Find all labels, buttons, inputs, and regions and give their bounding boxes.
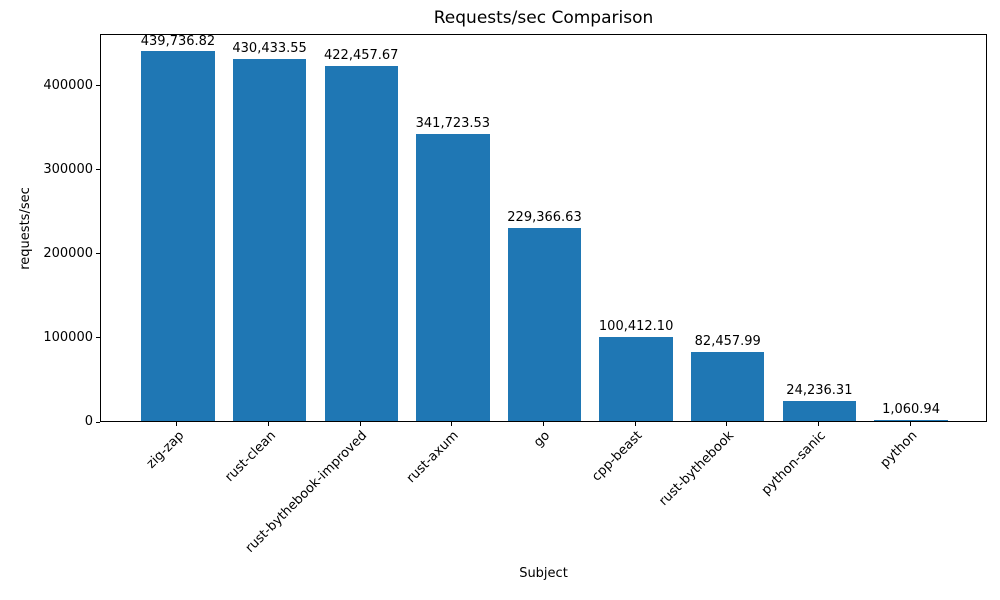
- bar-value-label: 439,736.82: [140, 33, 216, 49]
- y-tick-mark: [96, 421, 100, 423]
- bar-value-label: 341,723.53: [415, 115, 491, 131]
- x-tick-mark: [268, 422, 270, 426]
- x-tick-label: rust-bythebook: [655, 428, 737, 509]
- bar-value-label: 430,433.55: [232, 41, 307, 57]
- y-tick-label: 300000: [43, 161, 93, 177]
- x-tick-label: rust-axum: [403, 428, 462, 487]
- bar-value-label: 1,060.94: [882, 402, 940, 418]
- bar-value-label: 24,236.31: [786, 382, 853, 398]
- bar-python-sanic: [782, 400, 857, 421]
- bar-value-label: 100,412.10: [598, 318, 674, 334]
- x-tick-mark: [909, 422, 911, 426]
- bar-value-label: 422,457.67: [324, 48, 399, 64]
- chart-title: Requests/sec Comparison: [433, 8, 654, 28]
- y-tick-mark: [96, 337, 100, 339]
- y-tick-mark: [96, 85, 100, 87]
- bar-cpp-beast: [599, 336, 673, 421]
- bar-python: [874, 420, 948, 421]
- x-tick-label: python-sanic: [758, 428, 829, 499]
- x-tick-label: rust-clean: [221, 428, 279, 485]
- x-tick-mark: [451, 422, 453, 426]
- bar-go: [507, 228, 582, 421]
- x-tick-mark: [726, 422, 728, 426]
- x-tick-mark: [176, 422, 178, 426]
- x-tick-label: cpp-beast: [588, 428, 646, 485]
- bar-value-label: 82,457.99: [694, 333, 761, 349]
- bar-zig-zap: [141, 51, 215, 421]
- y-tick-mark: [96, 169, 100, 171]
- y-axis-label: requests/sec: [17, 186, 33, 270]
- y-axis-label-container: requests/sec: [2, 34, 48, 422]
- plot-area: 439,736.82 430,433.55 422,457.67 341,723.53…: [100, 34, 987, 422]
- y-tick-label: 400000: [43, 77, 93, 93]
- bar-rust-bythebook-improved: [324, 66, 398, 421]
- x-tick-mark: [543, 422, 544, 426]
- bar-rust-axum: [416, 133, 490, 421]
- x-tick-label: python: [877, 428, 920, 472]
- bar-rust-clean: [232, 59, 307, 421]
- y-tick-label: 200000: [43, 245, 93, 261]
- x-tick-label: zig-zap: [143, 428, 187, 472]
- x-tick-label: go: [531, 428, 554, 451]
- y-tick-mark: [96, 253, 100, 255]
- bar-rust-bythebook: [691, 351, 765, 421]
- bar-value-label: 229,366.63: [507, 210, 582, 226]
- y-tick-label: 0: [84, 414, 93, 429]
- x-tick-mark: [817, 422, 819, 426]
- x-axis-label: Subject: [519, 566, 568, 581]
- x-tick-mark: [634, 422, 636, 426]
- y-tick-label: 100000: [43, 329, 93, 345]
- x-tick-mark: [359, 422, 361, 426]
